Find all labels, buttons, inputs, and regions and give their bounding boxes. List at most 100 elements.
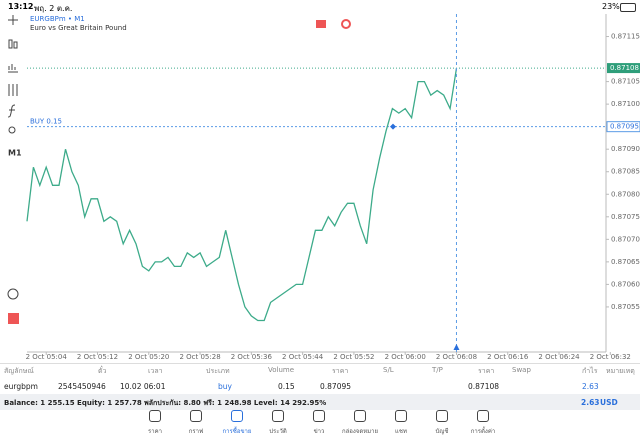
- x-tick-label: 2 Oct 05:12: [77, 353, 118, 361]
- table-cell: eurgbpm: [4, 382, 38, 391]
- buy-label: BUY 0.15: [30, 118, 62, 126]
- y-tick-label: 0.87070: [611, 235, 640, 243]
- x-tick-label: 2 Oct 05:52: [333, 353, 374, 361]
- y-tick-label: 0.87080: [611, 190, 640, 198]
- tab[interactable]: การซื้อขาย: [217, 410, 257, 436]
- tab-label: แชท: [395, 428, 407, 435]
- cursor-marker: [453, 344, 460, 350]
- table-header: เวลา: [148, 367, 163, 375]
- table-header: T/P: [432, 366, 443, 374]
- table-cell: 2.63: [582, 382, 599, 391]
- price-line-series: [26, 67, 458, 322]
- table-header: Swap: [512, 366, 531, 374]
- tab[interactable]: ราคา: [135, 410, 175, 436]
- tab-icon: [149, 410, 161, 422]
- tab-label: การซื้อขาย: [222, 428, 252, 435]
- tab-label: กล่องจดหมาย: [341, 428, 379, 435]
- balance-bar: [0, 394, 640, 410]
- clock: 13:12: [8, 2, 34, 11]
- settings-tool[interactable]: [8, 84, 18, 96]
- y-tick-label: 0.87100: [611, 100, 640, 108]
- search-tool[interactable]: [8, 126, 16, 134]
- tab-icon: [477, 410, 489, 422]
- tab-icon: [395, 410, 407, 422]
- chart-type-tool[interactable]: [8, 39, 13, 49]
- zoom-tool[interactable]: [7, 288, 19, 300]
- total-profit: 2.63: [581, 398, 600, 407]
- tab-label: กราฟ: [188, 428, 204, 435]
- table-cell: 0.87108: [468, 382, 500, 391]
- tab[interactable]: ประวัติ: [258, 410, 298, 436]
- x-tick-label: 2 Oct 06:08: [436, 353, 477, 361]
- table-header: สัญลักษณ์: [4, 367, 34, 375]
- table-header: ราคา: [332, 367, 349, 375]
- table-header: หมายเหตุ: [606, 367, 635, 375]
- table-cell: 10.02 06:01: [120, 382, 166, 391]
- table-cell: buy: [218, 382, 232, 391]
- buy-price-label: 0.87095: [610, 123, 639, 131]
- tab[interactable]: ข่าว: [299, 410, 339, 436]
- currency: USD: [600, 398, 618, 407]
- tab[interactable]: แชท: [381, 410, 421, 436]
- buy-price-box: [606, 121, 640, 133]
- y-tick-label: 0.87060: [611, 280, 640, 288]
- table-cell: 0.15: [278, 382, 295, 391]
- tab-icon: [354, 410, 366, 422]
- x-tick-label: 2 Oct 05:44: [282, 353, 324, 361]
- table-header: กำไร: [582, 367, 598, 375]
- y-tick-label: 0.87105: [611, 78, 640, 86]
- tab-label: ราคา: [148, 428, 162, 435]
- x-tick-label: 2 Oct 06:16: [487, 353, 529, 361]
- crosshair-tool[interactable]: [8, 15, 18, 25]
- tab[interactable]: กราฟ: [176, 410, 216, 436]
- x-tick-label: 2 Oct 06:00: [385, 353, 426, 361]
- objects-tool[interactable]: [7, 104, 16, 118]
- x-tick-label: 2 Oct 06:24: [538, 353, 580, 361]
- tab[interactable]: การตั้งค่า: [463, 410, 503, 436]
- tab-label: ประวัติ: [269, 428, 287, 435]
- price-label: 0.87108: [610, 64, 639, 72]
- x-tick-label: 2 Oct 05:04: [26, 353, 68, 361]
- table-header: ประเภท: [206, 367, 230, 375]
- table-header: S/L: [383, 366, 394, 374]
- tab[interactable]: กล่องจดหมาย: [340, 410, 380, 436]
- table-header: ตั๋ว: [98, 367, 107, 375]
- y-tick-label: 0.87090: [611, 145, 640, 153]
- battery: 23%: [602, 2, 620, 11]
- x-tick-label: 2 Oct 05:20: [128, 353, 169, 361]
- y-tick-label: 0.87075: [611, 213, 640, 221]
- tab-label: การตั้งค่า: [470, 428, 496, 435]
- x-tick-label: 2 Oct 06:32: [590, 353, 631, 361]
- symbol: EURGBPm • M1: [30, 15, 85, 23]
- tab-icon: [190, 410, 202, 422]
- buy-marker: [390, 123, 396, 130]
- divider: [0, 363, 640, 364]
- tab-label: บัญชี: [435, 428, 449, 435]
- y-tick-label: 0.87055: [611, 303, 640, 311]
- y-tick-label: 0.87085: [611, 168, 640, 176]
- toolbar[interactable]: [7, 15, 19, 324]
- chart: M1 EURGBPm • M1 Euro vs Great Britain Po…: [7, 14, 640, 361]
- indicators-tool[interactable]: [8, 64, 18, 73]
- timeframe[interactable]: M1: [8, 149, 22, 158]
- flag-icon: [316, 20, 326, 28]
- x-tick-label: 2 Oct 05:28: [179, 353, 220, 361]
- y-tick-label: 0.87065: [611, 258, 640, 266]
- battery-icon: [620, 3, 636, 12]
- tab-icon: [272, 410, 284, 422]
- tab-icon: [313, 410, 325, 422]
- table-header: Volume: [268, 366, 295, 374]
- description: Euro vs Great Britain Pound: [30, 24, 127, 32]
- balance-text: Balance: 1 255.15 Equity: 1 257.78 พลักป…: [4, 399, 327, 407]
- table-cell: 2545450946: [58, 382, 106, 391]
- chart-type-tool[interactable]: [13, 41, 18, 49]
- tab[interactable]: บัญชี: [422, 410, 462, 436]
- date: พฤ. 2 ต.ค.: [34, 4, 73, 13]
- flag-icon: [341, 19, 351, 29]
- trade-tool[interactable]: [8, 313, 19, 324]
- table-header: ราคา: [478, 367, 495, 375]
- table-cell: 0.87095: [320, 382, 352, 391]
- price-box: [607, 63, 640, 74]
- tab-icon: [436, 410, 448, 422]
